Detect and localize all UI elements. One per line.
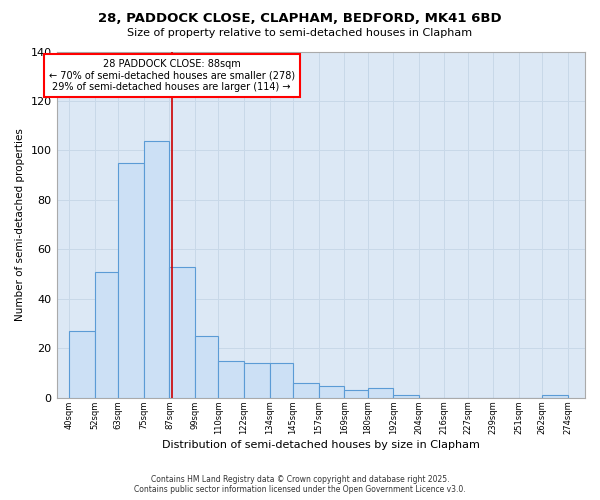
- Text: 28, PADDOCK CLOSE, CLAPHAM, BEDFORD, MK41 6BD: 28, PADDOCK CLOSE, CLAPHAM, BEDFORD, MK4…: [98, 12, 502, 26]
- Bar: [70, 331, 95, 398]
- Bar: [144, 140, 169, 398]
- Bar: [319, 386, 344, 398]
- Bar: [293, 383, 319, 398]
- Text: Size of property relative to semi-detached houses in Clapham: Size of property relative to semi-detach…: [127, 28, 473, 38]
- X-axis label: Distribution of semi-detached houses by size in Clapham: Distribution of semi-detached houses by …: [162, 440, 480, 450]
- Bar: [269, 364, 293, 398]
- Bar: [393, 396, 419, 398]
- Bar: [95, 272, 118, 398]
- Text: Contains HM Land Registry data © Crown copyright and database right 2025.
Contai: Contains HM Land Registry data © Crown c…: [134, 474, 466, 494]
- Bar: [344, 390, 368, 398]
- Text: 28 PADDOCK CLOSE: 88sqm
← 70% of semi-detached houses are smaller (278)
29% of s: 28 PADDOCK CLOSE: 88sqm ← 70% of semi-de…: [49, 59, 295, 92]
- Bar: [218, 361, 244, 398]
- Bar: [542, 396, 568, 398]
- Bar: [118, 163, 144, 398]
- Bar: [169, 267, 195, 398]
- Y-axis label: Number of semi-detached properties: Number of semi-detached properties: [15, 128, 25, 321]
- Bar: [195, 336, 218, 398]
- Bar: [368, 388, 393, 398]
- Bar: [244, 364, 269, 398]
